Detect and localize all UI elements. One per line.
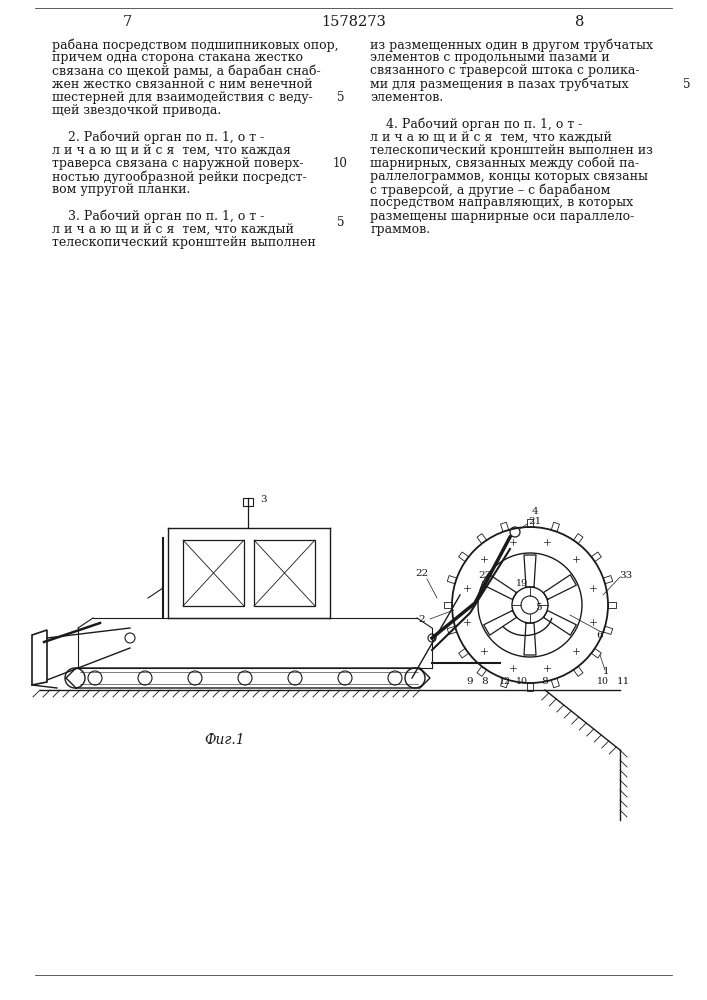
Text: 23: 23 bbox=[479, 570, 491, 580]
Text: 3. Рабочий орган по п. 1, о т -: 3. Рабочий орган по п. 1, о т - bbox=[52, 210, 264, 223]
Text: связана со щекой рамы, а барабан снаб-: связана со щекой рамы, а барабан снаб- bbox=[52, 64, 321, 78]
Text: 10: 10 bbox=[333, 157, 348, 170]
Text: 8: 8 bbox=[575, 15, 585, 29]
Text: 6: 6 bbox=[597, 631, 603, 640]
Text: л и ч а ю щ и й с я  тем, что каждый: л и ч а ю щ и й с я тем, что каждый bbox=[370, 130, 612, 143]
Text: элементов.: элементов. bbox=[370, 91, 443, 104]
Text: вом упругой планки.: вом упругой планки. bbox=[52, 183, 190, 196]
Text: 21: 21 bbox=[528, 518, 542, 526]
Text: из размещенных один в другом трубчатых: из размещенных один в другом трубчатых bbox=[370, 38, 653, 51]
Text: жен жестко связанной с ним венечной: жен жестко связанной с ним венечной bbox=[52, 78, 312, 91]
Text: л и ч а ю щ и й с я  тем, что каждая: л и ч а ю щ и й с я тем, что каждая bbox=[52, 144, 291, 157]
Text: элементов с продольными пазами и: элементов с продольными пазами и bbox=[370, 51, 610, 64]
Bar bbox=[183, 540, 244, 606]
Text: траверса связана с наружной поверх-: траверса связана с наружной поверх- bbox=[52, 157, 303, 170]
Text: 12: 12 bbox=[499, 678, 511, 686]
Text: 19: 19 bbox=[516, 578, 528, 587]
Text: шестерней для взаимодействия с веду-: шестерней для взаимодействия с веду- bbox=[52, 91, 312, 104]
Text: 4. Рабочий орган по п. 1, о т -: 4. Рабочий орган по п. 1, о т - bbox=[370, 117, 583, 131]
Text: 3: 3 bbox=[260, 495, 267, 504]
Text: 22: 22 bbox=[416, 568, 428, 578]
Bar bbox=[254, 540, 315, 606]
Text: граммов.: граммов. bbox=[370, 223, 431, 236]
Text: 5: 5 bbox=[683, 78, 691, 91]
Text: 5: 5 bbox=[337, 216, 344, 229]
Bar bbox=[243, 498, 253, 506]
Text: 8: 8 bbox=[542, 678, 549, 686]
Text: 5: 5 bbox=[337, 91, 344, 104]
Text: ностью дугообразной рейки посредст-: ностью дугообразной рейки посредст- bbox=[52, 170, 307, 184]
Text: 5: 5 bbox=[534, 602, 542, 611]
Text: телескопический кронштейн выполнен из: телескопический кронштейн выполнен из bbox=[370, 144, 653, 157]
Text: 10: 10 bbox=[597, 678, 609, 686]
Text: посредством направляющих, в которых: посредством направляющих, в которых bbox=[370, 196, 633, 209]
Text: 1: 1 bbox=[603, 668, 609, 676]
Text: ми для размещения в пазах трубчатых: ми для размещения в пазах трубчатых bbox=[370, 78, 629, 91]
Text: 7: 7 bbox=[122, 15, 132, 29]
Text: с траверсой, а другие – с барабаном: с траверсой, а другие – с барабаном bbox=[370, 183, 611, 197]
Text: 33: 33 bbox=[619, 570, 633, 580]
Text: рабана посредством подшипниковых опор,: рабана посредством подшипниковых опор, bbox=[52, 38, 339, 51]
Text: шарнирных, связанных между собой па-: шарнирных, связанных между собой па- bbox=[370, 157, 639, 170]
Text: размещены шарнирные оси параллело-: размещены шарнирные оси параллело- bbox=[370, 210, 635, 223]
Text: л и ч а ю щ и й с я  тем, что каждый: л и ч а ю щ и й с я тем, что каждый bbox=[52, 223, 294, 236]
Text: телескопический кронштейн выполнен: телескопический кронштейн выполнен bbox=[52, 236, 316, 249]
Text: 2. Рабочий орган по п. 1, о т -: 2. Рабочий орган по п. 1, о т - bbox=[52, 130, 264, 144]
Text: 8: 8 bbox=[481, 678, 489, 686]
Text: раллелограммов, концы которых связаны: раллелограммов, концы которых связаны bbox=[370, 170, 648, 183]
Text: 2: 2 bbox=[419, 615, 426, 624]
Text: 11: 11 bbox=[617, 678, 630, 686]
Text: причем одна сторона стакана жестко: причем одна сторона стакана жестко bbox=[52, 51, 303, 64]
Text: 4: 4 bbox=[532, 508, 538, 516]
Text: щей звездочкой привода.: щей звездочкой привода. bbox=[52, 104, 221, 117]
Text: 1578273: 1578273 bbox=[321, 15, 386, 29]
Text: 9: 9 bbox=[467, 678, 473, 686]
Text: 10: 10 bbox=[516, 678, 528, 686]
Text: связанного с траверсой штока с ролика-: связанного с траверсой штока с ролика- bbox=[370, 64, 640, 77]
Text: Фиг.1: Фиг.1 bbox=[205, 733, 245, 747]
